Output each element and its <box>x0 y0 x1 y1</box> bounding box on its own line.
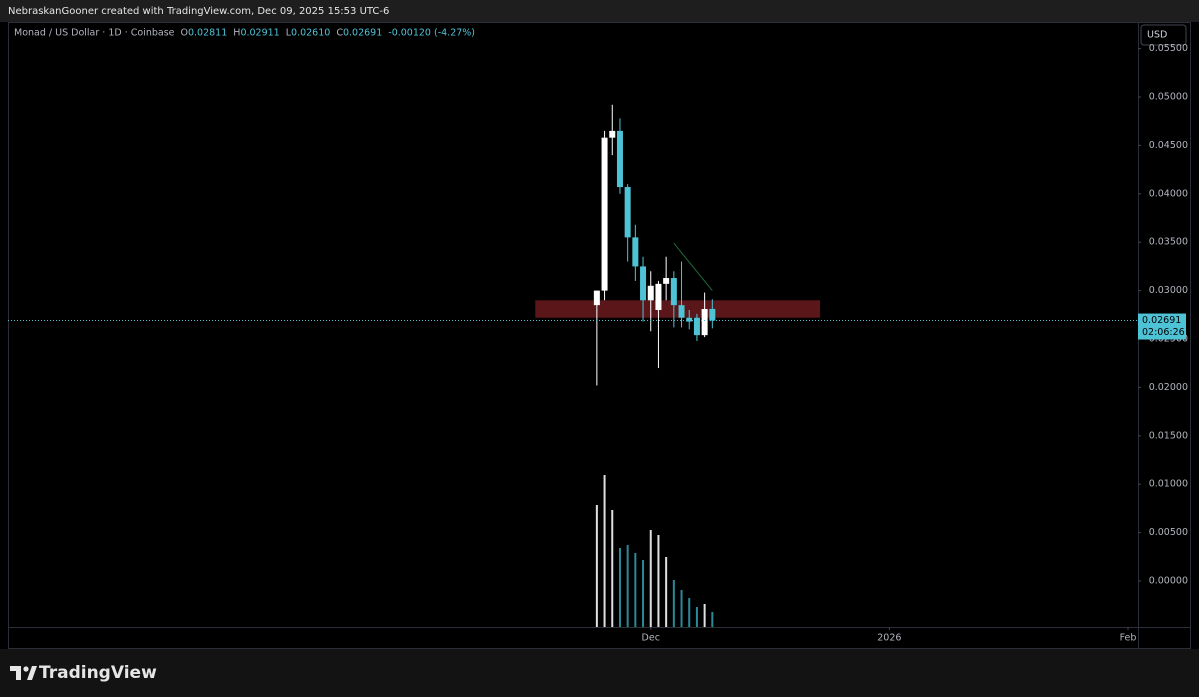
volume-bar <box>634 553 637 627</box>
volume-bar <box>595 505 598 627</box>
volume-bar <box>672 580 675 627</box>
x-tick-label: 2026 <box>877 633 901 644</box>
ohlc-value: 0.02691 <box>343 28 382 39</box>
last-price: 0.02691 <box>1142 315 1181 326</box>
candle-body <box>678 305 685 318</box>
volume-bar <box>680 590 683 627</box>
frame <box>8 22 1191 649</box>
volume-bar <box>688 598 691 627</box>
volume-bar <box>665 557 668 627</box>
currency-button[interactable] <box>1140 24 1187 46</box>
ohlc-key: H <box>233 28 240 39</box>
volume-bar <box>695 607 698 627</box>
x-tick-label: Dec <box>642 633 660 644</box>
candle-body <box>632 237 639 267</box>
zone <box>535 300 821 318</box>
y-tick-label: 0.05500 <box>1149 43 1188 54</box>
ohlc-key: L <box>286 28 292 39</box>
candle-body <box>647 285 654 301</box>
plot <box>535 104 821 627</box>
ohlc-key: C <box>336 28 343 39</box>
candle-body <box>640 266 647 301</box>
countdown: 02:06:26 <box>1142 327 1185 338</box>
y-tick-label: 0.04500 <box>1149 140 1188 151</box>
ohlc-key: O <box>181 28 188 39</box>
candle-body <box>701 309 708 336</box>
candle-body <box>601 137 608 291</box>
volume-bar <box>618 548 621 627</box>
y-tick-label: 0.00500 <box>1149 527 1188 538</box>
price-label-box <box>1138 313 1186 340</box>
logo <box>10 666 37 680</box>
y-tick-label: 0.01000 <box>1149 479 1188 490</box>
header-bar <box>0 0 1199 22</box>
brand: TradingView <box>39 663 157 683</box>
x-tick-label: Feb <box>1120 633 1137 644</box>
volume-bar <box>657 535 660 627</box>
candle-body <box>593 290 600 306</box>
y-tick-label: 0.03000 <box>1149 285 1188 296</box>
volume-bar <box>603 475 606 627</box>
volume-bar <box>649 530 652 627</box>
volume-bar <box>711 612 714 627</box>
ohlc-value: 0.02811 <box>188 28 227 39</box>
volume-bar <box>642 560 645 627</box>
trend-line <box>673 242 713 291</box>
y-tick-label: 0.03500 <box>1149 237 1188 248</box>
y-tick-label: 0.00000 <box>1149 576 1188 587</box>
candle-body <box>616 130 623 188</box>
ohlc-value: 0.02911 <box>240 28 279 39</box>
y-tick-label: 0.02000 <box>1149 382 1188 393</box>
footer-bar <box>0 649 1199 697</box>
candle-body <box>693 317 700 336</box>
volume-bar <box>611 510 614 627</box>
currency[interactable]: USD <box>1147 30 1167 41</box>
y-tick-label: 0.01500 <box>1149 430 1188 441</box>
candle-body <box>624 187 631 238</box>
y-tick-label: 0.04000 <box>1149 188 1188 199</box>
volume-bar <box>626 545 629 627</box>
y-tick-label: 0.05000 <box>1149 92 1188 103</box>
candle-body <box>663 278 670 284</box>
caption: NebraskanGooner created with TradingView… <box>8 6 389 17</box>
candle-body <box>655 283 662 310</box>
symbol: Monad / US Dollar · 1D · Coinbase <box>14 28 175 39</box>
change: -0.00120 (-4.27%) <box>388 28 475 39</box>
candle-body <box>670 278 677 306</box>
volume-bar <box>703 604 706 627</box>
candle-body <box>609 130 616 138</box>
candle-body <box>709 308 716 321</box>
ohlc-value: 0.02610 <box>291 28 330 39</box>
candle-body <box>686 317 693 322</box>
